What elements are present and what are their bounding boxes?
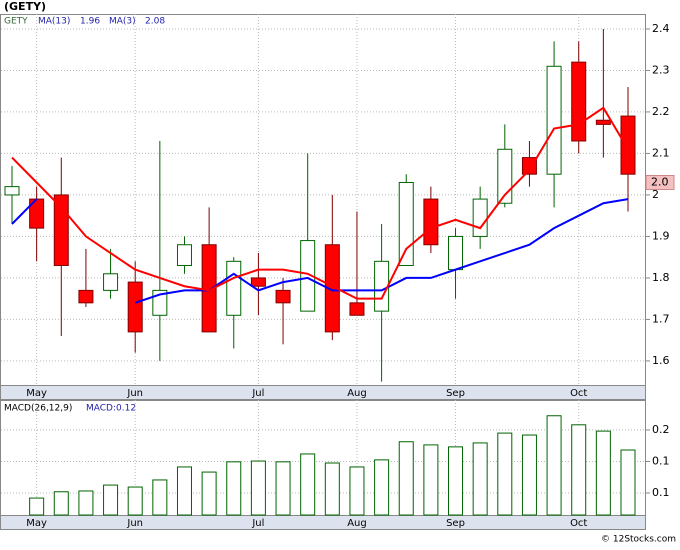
candle-body <box>398 181 414 266</box>
candle-body <box>324 244 340 333</box>
legend-ma: MA(3) <box>109 17 136 27</box>
x-tick-label: Jun <box>126 388 143 399</box>
candle-body <box>374 260 390 312</box>
macd-bar <box>29 497 45 516</box>
macd-bar <box>300 453 316 516</box>
candle-body <box>546 65 562 175</box>
candle-body <box>103 273 119 291</box>
x-tick-label: Oct <box>570 518 587 529</box>
macd-bar <box>103 484 119 516</box>
date-strip <box>0 515 646 530</box>
legend-ma: MA(13) <box>38 17 70 27</box>
date-strip <box>0 385 646 400</box>
legend-ma-value: 1.96 <box>80 17 100 27</box>
macd-bar <box>497 432 513 516</box>
x-tick-label: Sep <box>446 518 465 529</box>
candle-body <box>275 289 291 304</box>
macd-bar <box>201 471 217 516</box>
macd-bar <box>349 466 365 516</box>
y-tick-label: 2.1 <box>652 146 670 159</box>
y-tick-label: 0.1 <box>652 454 670 467</box>
y-tick-label: 2 <box>652 188 659 201</box>
x-tick-label: Aug <box>347 388 367 399</box>
candle-body <box>78 289 94 304</box>
macd-bar <box>472 442 488 516</box>
macd-bar <box>78 490 94 516</box>
x-tick-label: Jul <box>251 388 264 399</box>
candle-body <box>571 61 587 142</box>
last-price-box <box>645 174 675 190</box>
macd-bar <box>250 460 266 516</box>
macd-bar <box>152 479 168 516</box>
y-tick-label: 1.6 <box>652 354 670 367</box>
y-tick-label: 2.2 <box>652 105 670 118</box>
macd-bar <box>620 449 636 516</box>
x-tick-label: Jun <box>126 518 143 529</box>
ma-line <box>11 106 629 300</box>
x-tick-label: Jul <box>251 518 264 529</box>
x-tick-label: Oct <box>570 388 587 399</box>
x-tick-label: Aug <box>347 518 367 529</box>
footer: © 12Stocks.com <box>601 535 676 545</box>
candle-body <box>176 244 192 266</box>
candle-body <box>595 119 611 125</box>
macd-bar <box>398 441 414 516</box>
candle-body <box>497 148 513 204</box>
legend-symbol: GETY <box>4 17 28 27</box>
candle-body <box>448 235 464 271</box>
candle-body <box>300 240 316 312</box>
macd-bar <box>521 434 537 516</box>
y-tick-label: 0.2 <box>652 423 670 436</box>
y-tick-label: 2.3 <box>652 63 670 76</box>
macd-bar <box>546 415 562 516</box>
candle-body <box>53 194 69 266</box>
ma-line <box>134 198 629 304</box>
candle-body <box>423 198 439 246</box>
macd-bar <box>374 459 390 516</box>
candle-body <box>349 302 365 316</box>
macd-bar <box>324 462 340 516</box>
candle-body <box>472 198 488 237</box>
y-tick-label: 0.1 <box>652 486 670 499</box>
x-tick-label: May <box>26 518 47 529</box>
y-tick-label: 1.9 <box>652 229 670 242</box>
macd-bar <box>423 444 439 516</box>
macd-bar <box>53 491 69 516</box>
candle-body <box>4 186 20 196</box>
candle-body <box>127 281 143 333</box>
macd-legend-value: MACD:0.12 <box>86 404 136 414</box>
macd-bar <box>226 461 242 516</box>
macd-legend: MACD(26,12,9) <box>4 404 72 414</box>
y-tick-label: 1.7 <box>652 312 670 325</box>
candle-body <box>226 260 242 316</box>
candle-body <box>521 157 537 175</box>
x-tick-label: Sep <box>446 388 465 399</box>
y-tick-label: 2.4 <box>652 22 670 35</box>
macd-bar <box>275 461 291 516</box>
x-tick-label: May <box>26 388 47 399</box>
ma-line <box>11 198 38 225</box>
last-price-label: 2.0 <box>651 175 669 188</box>
candle-body <box>250 277 266 287</box>
candle-body <box>620 115 636 175</box>
chart-title: (GETY) <box>4 0 46 13</box>
macd-bar <box>448 446 464 516</box>
y-tick-label: 1.8 <box>652 271 670 284</box>
legend-ma-value: 2.08 <box>145 17 165 27</box>
macd-bar <box>595 430 611 516</box>
macd-bar <box>571 424 587 516</box>
macd-bar <box>176 466 192 516</box>
macd-bar <box>127 486 143 516</box>
